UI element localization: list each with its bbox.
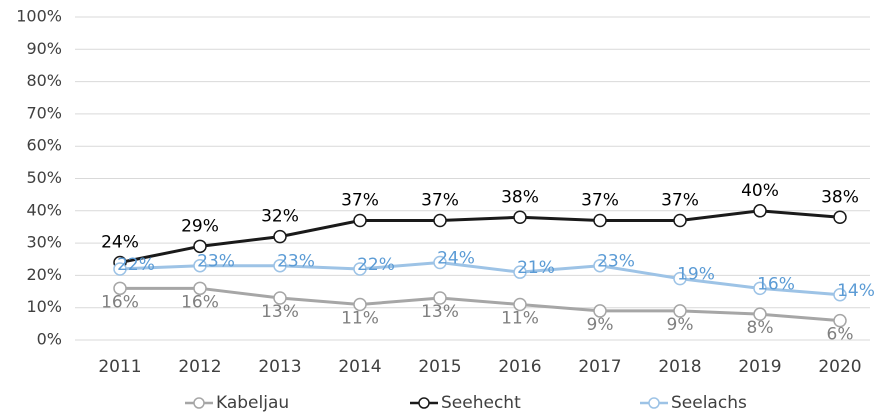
x-tick-label: 2018 (658, 357, 701, 377)
data-label: 37% (341, 190, 379, 210)
legend-label: Seelachs (671, 393, 747, 413)
legend-marker (193, 397, 205, 409)
data-label: 32% (261, 207, 299, 227)
y-tick-label: 20% (26, 265, 62, 284)
marker (833, 288, 847, 302)
marker (673, 304, 687, 318)
data-label: 6% (827, 325, 854, 345)
marker (513, 210, 527, 225)
data-label: 19% (677, 265, 715, 285)
data-label: 16% (101, 292, 139, 312)
data-label: 22% (357, 255, 395, 275)
data-label: 16% (757, 274, 795, 294)
marker (353, 297, 367, 312)
marker (833, 210, 847, 225)
x-tick-label: 2017 (578, 357, 621, 377)
marker (593, 304, 607, 318)
marker (273, 258, 287, 273)
data-label: 9% (587, 315, 614, 335)
data-label: 23% (597, 252, 635, 272)
x-tick-label: 2015 (418, 357, 461, 377)
data-label: 29% (181, 216, 219, 236)
legend-marker (648, 397, 660, 409)
data-label: 13% (421, 302, 459, 322)
data-label: 11% (501, 308, 539, 328)
data-label: 16% (181, 292, 219, 312)
marker (593, 258, 607, 273)
marker (353, 213, 367, 228)
x-tick-label: 2020 (818, 357, 861, 377)
y-tick-label: 90% (26, 39, 62, 58)
y-tick-label: 40% (26, 200, 62, 219)
data-label: 11% (341, 308, 379, 328)
series-line (119, 260, 841, 297)
marker (513, 265, 527, 279)
marker (193, 239, 207, 254)
x-tick-label: 2019 (738, 357, 781, 377)
data-label: 37% (581, 190, 619, 210)
marker (673, 213, 687, 228)
marker (433, 291, 447, 305)
data-label: 40% (741, 181, 779, 201)
data-label: 23% (277, 252, 315, 272)
y-tick-label: 30% (26, 233, 62, 252)
legend-label: Kabeljau (216, 393, 289, 413)
data-label: 37% (421, 190, 459, 210)
marker (593, 213, 607, 228)
marker (753, 281, 767, 296)
y-tick-label: 0% (37, 330, 62, 349)
marker (193, 258, 207, 273)
x-tick-label: 2013 (258, 357, 301, 377)
marker (513, 297, 527, 312)
data-label: 24% (101, 232, 139, 252)
data-label: 9% (667, 315, 694, 335)
marker (273, 229, 287, 244)
y-tick-label: 10% (26, 297, 62, 316)
marker (433, 255, 447, 270)
data-label: 14% (837, 281, 875, 301)
data-label: 22% (117, 255, 155, 275)
y-tick-label: 100% (16, 7, 62, 26)
data-label: 38% (501, 187, 539, 207)
data-label: 24% (437, 248, 475, 268)
x-tick-label: 2011 (98, 357, 141, 377)
y-tick-label: 50% (26, 168, 62, 187)
marker (673, 271, 687, 286)
marker (113, 281, 127, 296)
y-tick-label: 70% (26, 103, 62, 122)
marker (753, 204, 767, 218)
marker (193, 281, 207, 296)
marker (433, 213, 447, 228)
y-tick-label: 60% (26, 136, 62, 155)
marker (833, 313, 847, 328)
data-label: 21% (517, 258, 555, 278)
x-tick-label: 2016 (498, 357, 541, 377)
data-label: 23% (197, 252, 235, 272)
data-label: 38% (821, 187, 859, 207)
data-label: 37% (661, 190, 699, 210)
marker (273, 291, 287, 305)
marker (113, 262, 127, 276)
x-tick-label: 2014 (338, 357, 381, 377)
series-line (119, 209, 841, 264)
marker (753, 307, 767, 321)
series-line (120, 286, 841, 323)
marker (353, 262, 367, 276)
legend-label: Seehecht (441, 393, 521, 413)
data-label: 13% (261, 302, 299, 322)
x-tick-label: 2012 (178, 357, 221, 377)
y-tick-label: 80% (26, 71, 62, 90)
data-label: 8% (747, 318, 774, 338)
legend-marker (418, 397, 430, 409)
